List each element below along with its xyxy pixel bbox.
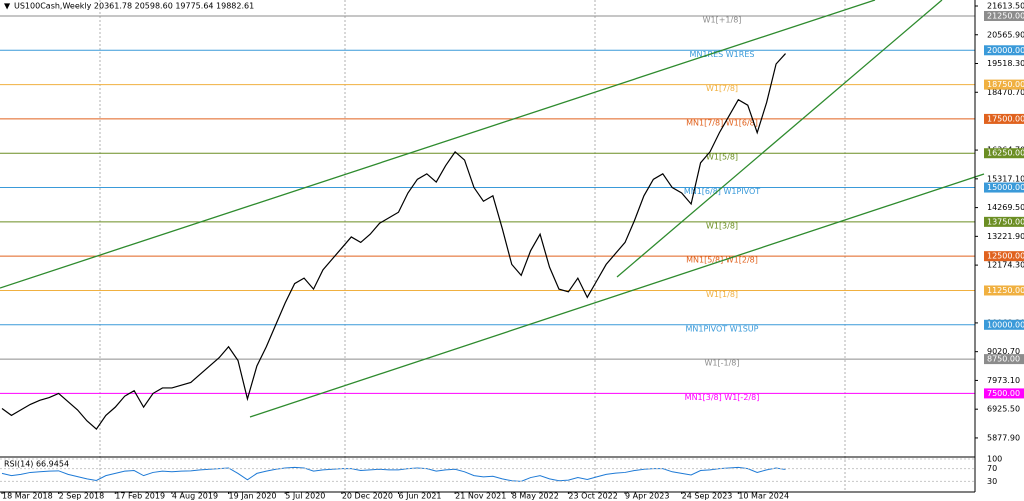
x-tick-label: 24 Sep 2023	[682, 492, 733, 501]
rsi-line	[1, 466, 786, 482]
chart-header: US100Cash,Weekly 20361.78 20598.60 19775…	[14, 2, 254, 11]
price-box-label: 11250.00	[987, 286, 1024, 295]
price-box-label: 20000.00	[987, 46, 1024, 55]
price-box-label: 15000.00	[987, 183, 1024, 192]
price-box	[984, 319, 1024, 330]
price-box-label: 13750.00	[987, 217, 1024, 226]
level-name: W1[+1/8]	[703, 15, 742, 24]
y-tick-label: 19518.30	[987, 59, 1024, 68]
price-box-label: 7500.00	[987, 389, 1020, 398]
price-box	[984, 113, 1024, 124]
x-tick-label: 4 Aug 2019	[172, 492, 218, 501]
level-name: W1[5/8]	[706, 153, 738, 162]
trendline	[616, 0, 943, 278]
x-tick-label: 20 Dec 2020	[342, 492, 393, 501]
x-tick-label: 19 Jan 2020	[229, 492, 277, 501]
y-tick-label: 18470.70	[987, 88, 1024, 97]
trendline	[249, 173, 985, 418]
y-tick-label: 6925.50	[987, 405, 1020, 414]
x-tick-label: 6 Jun 2021	[398, 492, 441, 501]
rsi-tick-label: 70	[987, 464, 997, 473]
price-box	[984, 285, 1024, 296]
y-tick-label: 13221.90	[987, 232, 1024, 241]
rsi-tick-label: 30	[987, 477, 997, 486]
level-name: MN1RES W1RES	[690, 50, 755, 59]
x-tick-label: 5 Jul 2020	[285, 492, 325, 501]
level-name: W1[1/8]	[706, 290, 738, 299]
price-box-label: 8750.00	[987, 355, 1020, 364]
y-tick-label: 12174.30	[987, 261, 1024, 270]
x-tick-label: 21 Nov 2021	[455, 492, 506, 501]
price-box	[984, 79, 1024, 90]
rsi-title: RSI(14) 66.9454	[4, 460, 69, 469]
y-tick-label: 15317.10	[987, 174, 1024, 183]
level-name: MN1[7/8] W1[6/8]	[686, 118, 758, 127]
y-tick-label: 14269.50	[987, 203, 1024, 212]
header-arrow: ▼	[4, 2, 11, 11]
trendlines	[0, 0, 985, 418]
y-tick-label: 9020.70	[987, 347, 1020, 356]
level-name: MN1[3/8] W1[-2/8]	[685, 393, 760, 402]
x-tick-label: 23 Oct 2022	[568, 492, 617, 501]
x-tick-label: 8 May 2022	[512, 492, 559, 501]
x-tick-label: 10 Mar 2024	[738, 492, 789, 501]
price-box	[984, 182, 1024, 193]
x-tick-label: 17 Feb 2019	[115, 492, 165, 501]
y-tick-label: 5877.90	[987, 433, 1020, 442]
price-box-label: 18750.00	[987, 80, 1024, 89]
level-name: W1[3/8]	[706, 221, 738, 230]
x-tick-label: 9 Apr 2023	[625, 492, 669, 501]
y-tick-label: 21613.50	[987, 1, 1024, 10]
price-line	[1, 53, 786, 430]
level-name: W1[-1/8]	[704, 359, 739, 368]
price-box	[984, 45, 1024, 56]
plot	[1, 53, 786, 482]
level-name: MN1[6/8] W1PIVOT	[684, 187, 760, 196]
y-tick-label: 7973.10	[987, 376, 1020, 385]
price-box-label: 21250.00	[987, 11, 1024, 20]
level-name: MN1PIVOT W1SUP	[686, 324, 759, 333]
price-box	[984, 148, 1024, 159]
price-box-label: 10000.00	[987, 320, 1024, 329]
x-tick-label: 2 Sep 2018	[59, 492, 105, 501]
trendline	[0, 0, 876, 289]
levels: W1[+1/8] MN1RES W1RES W1[7/8] MN1[7/8] W1[6…	[0, 15, 975, 402]
y-tick-label: 20565.90	[987, 30, 1024, 39]
x-tick-label: 18 Mar 2018	[2, 492, 53, 501]
price-box-label: 12500.00	[987, 252, 1024, 261]
price-box-label: 17500.00	[987, 114, 1024, 123]
price-box	[984, 354, 1024, 365]
level-name: W1[7/8]	[706, 84, 738, 93]
price-box	[984, 216, 1024, 227]
price-box-label: 16250.00	[987, 149, 1024, 158]
price-box	[984, 10, 1024, 21]
price-box	[984, 251, 1024, 262]
rsi-tick-label: 100	[987, 455, 1002, 464]
price-box	[984, 388, 1024, 399]
